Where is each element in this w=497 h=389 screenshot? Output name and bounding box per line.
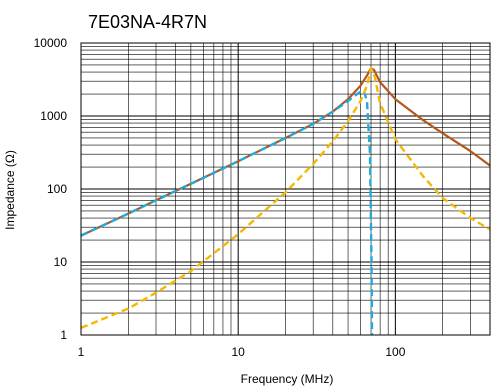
y-tick-label: 1 — [60, 328, 67, 342]
y-axis-label: Impedance (Ω) — [3, 150, 17, 230]
x-axis-label: Frequency (MHz) — [241, 372, 334, 386]
series-line-2 — [80, 89, 374, 336]
series-line-3 — [80, 67, 491, 330]
x-tick-label: 100 — [385, 345, 405, 359]
plot-frame — [80, 42, 491, 336]
x-tick-label: 10 — [232, 345, 246, 359]
chart-title: 7E03NA-4R7N — [88, 12, 207, 32]
series-layer — [80, 67, 491, 336]
x-tick-labels: 1 10 100 — [78, 345, 406, 359]
y-tick-label: 100 — [47, 182, 67, 196]
x-tick-label: 1 — [78, 345, 85, 359]
y-tick-labels: 1 10 100 1000 10000 — [34, 36, 68, 342]
y-tick-label: 10 — [54, 255, 68, 269]
y-tick-label: 10000 — [34, 36, 68, 50]
y-tick-label: 1000 — [40, 109, 67, 123]
